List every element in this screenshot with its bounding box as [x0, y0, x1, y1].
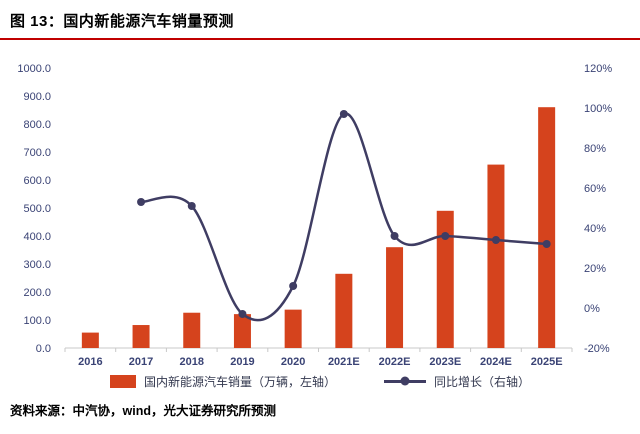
growth-line [140, 112, 547, 322]
right-axis-tick: 60% [584, 183, 606, 195]
left-axis-tick: 1000.0 [17, 63, 51, 75]
left-axis-tick: 400.0 [23, 231, 51, 243]
left-axis-tick: 500.0 [23, 203, 51, 215]
left-axis-tick: 700.0 [23, 147, 51, 159]
right-axis-tick: 100% [584, 103, 612, 115]
growth-point [289, 282, 298, 290]
right-axis-tick: 120% [584, 63, 612, 75]
title-underline [0, 38, 640, 40]
legend-label-sales: 国内新能源汽车销量（万辆，左轴） [143, 374, 336, 389]
left-axis-tick: 800.0 [23, 119, 51, 131]
left-axis-tick: 300.0 [23, 259, 51, 271]
left-axis-tick: 200.0 [23, 287, 51, 299]
sales-bar-2025E [538, 107, 556, 348]
sales-bar-2023E [436, 210, 454, 348]
right-axis-tick: 80% [584, 143, 606, 155]
source-note: 资料来源：中汽协，wind，光大证券研究所预测 [10, 404, 276, 418]
left-axis-tick: 0.0 [36, 343, 51, 355]
chart-legend: 国内新能源汽车销量（万辆，左轴） 同比增长（右轴） [0, 372, 640, 390]
x-axis-label: 2023E [429, 356, 461, 368]
growth-point [238, 310, 247, 318]
figure-title: 图 13：国内新能源汽车销量预测 [10, 13, 234, 30]
sales-bar-2024E [487, 164, 505, 348]
growth-point [137, 198, 146, 206]
x-axis-label: 2017 [129, 356, 153, 368]
bar-swatch-icon [109, 374, 136, 388]
sales-bar-2021E [335, 273, 353, 348]
line-swatch-icon [384, 376, 426, 386]
sales-bar-2019 [233, 314, 251, 348]
sales-bar-2022E [386, 247, 404, 348]
chart-area: 0.0 100.0 200.0 300.0 400.0 500.0 600.0 700.0 80… [0, 40, 640, 370]
x-axis-label: 2021E [328, 356, 360, 368]
sales-bar-2016 [81, 332, 99, 348]
sales-bar-2018 [183, 312, 201, 348]
growth-point [187, 202, 196, 210]
right-axis-tick: -20% [584, 343, 610, 355]
growth-point [390, 232, 399, 240]
left-axis-tick: 900.0 [23, 91, 51, 103]
legend-label-growth: 同比增长（右轴） [434, 374, 531, 389]
growth-point [542, 240, 551, 248]
legend-item-growth: 同比增长（右轴） [384, 373, 530, 390]
x-axis-label: 2022E [379, 356, 411, 368]
sales-forecast-chart: 0.0 100.0 200.0 300.0 400.0 500.0 600.0 700.0 80… [17, 63, 612, 368]
left-axis-tick: 600.0 [23, 175, 51, 187]
x-axis-label: 2016 [78, 356, 102, 368]
sales-bar-2017 [132, 325, 150, 348]
growth-point [491, 236, 500, 244]
right-axis-tick: 20% [584, 263, 606, 275]
right-axis-tick: 0% [584, 303, 600, 315]
x-axis-label: 2025E [531, 356, 563, 368]
left-axis-tick: 100.0 [23, 315, 51, 327]
right-axis-tick: 40% [584, 223, 606, 235]
legend-item-sales: 国内新能源汽车销量（万辆，左轴） [109, 373, 336, 390]
sales-bar-2020 [284, 309, 302, 348]
x-axis-label: 2024E [480, 356, 512, 368]
x-axis-label: 2020 [281, 356, 305, 368]
x-axis-label: 2018 [180, 356, 204, 368]
line-dot-icon [400, 376, 410, 386]
growth-point [339, 110, 348, 118]
x-axis-label: 2019 [230, 356, 254, 368]
growth-point [441, 232, 450, 240]
